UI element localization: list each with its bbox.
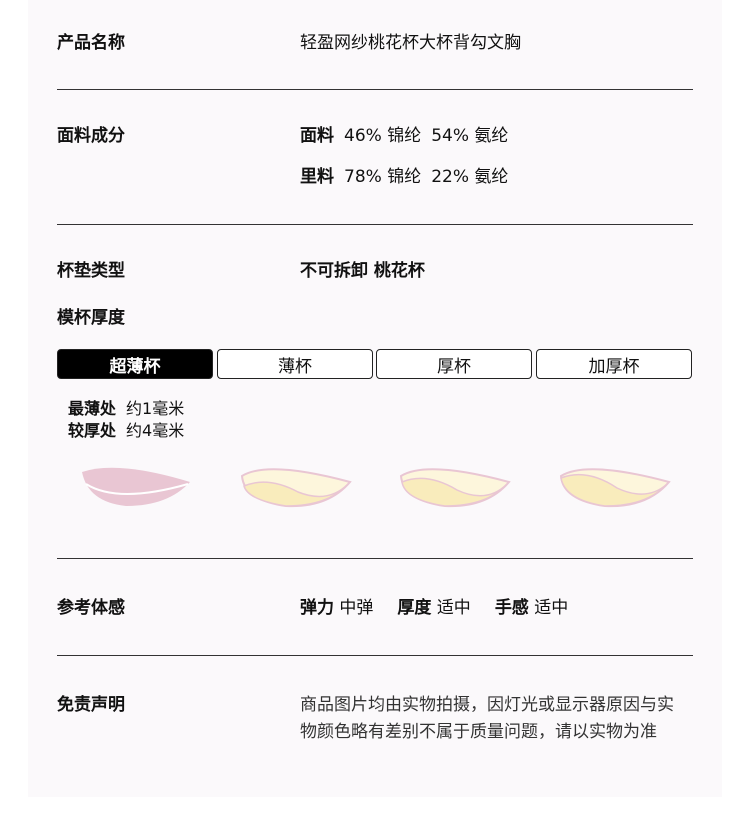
fabric-part: 面料: [300, 126, 334, 146]
feel-label: 参考体感: [57, 598, 125, 618]
tab-thin[interactable]: 薄杯: [217, 349, 373, 379]
thicker-label: 较厚处: [68, 421, 117, 440]
tab-ultra-thin[interactable]: 超薄杯: [57, 349, 213, 379]
lining-comp: 78% 锦纶: [344, 167, 422, 187]
fabric-label: 面料成分: [57, 126, 125, 146]
ultra-thin-cup-icon: [82, 467, 190, 506]
lining-comp: 22% 氨纶: [431, 167, 509, 187]
divider: [57, 224, 693, 225]
divider: [57, 558, 693, 559]
pad-type-label: 杯垫类型: [57, 261, 125, 281]
disclaimer-line: 商品图片均由实物拍摄，因灯光或显示器原因与实: [300, 695, 674, 715]
thicker-value: 约4毫米: [126, 421, 185, 440]
extra-thick-cup-icon: [559, 468, 671, 508]
tab-thick[interactable]: 厚杯: [376, 349, 532, 379]
disclaimer-label: 免责声明: [57, 695, 125, 715]
hand-feel-value: 适中: [534, 598, 569, 618]
fabric-comp: 54% 氨纶: [431, 126, 509, 146]
product-name-label: 产品名称: [57, 33, 125, 53]
thin-cup-icon: [240, 468, 352, 508]
product-name-value: 轻盈网纱桃花杯大杯背勾文胸: [300, 33, 521, 53]
thickness-label: 模杯厚度: [57, 308, 125, 328]
elasticity-value: 中弹: [339, 598, 374, 618]
spec-card: [28, 0, 722, 797]
disclaimer-line: 物颜色略有差别不属于质量问题，请以实物为准: [300, 722, 657, 742]
thinnest-label: 最薄处: [68, 399, 117, 418]
divider: [57, 655, 693, 656]
thinnest-row: 最薄处 约1毫米: [68, 399, 184, 419]
feel-values: 弹力 中弹 厚度 适中 手感 适中: [300, 598, 568, 618]
lining-part: 里料: [300, 167, 334, 187]
hand-feel-label: 手感: [494, 598, 529, 618]
elasticity-label: 弹力: [300, 598, 334, 618]
thickness-feel-label: 厚度: [397, 598, 432, 618]
thicker-row: 较厚处 约4毫米: [68, 421, 184, 441]
fabric-comp: 46% 锦纶: [344, 126, 422, 146]
lining-row: 里料 78% 锦纶 22% 氨纶: [300, 167, 508, 187]
thinnest-value: 约1毫米: [126, 399, 185, 418]
thick-cup-icon: [399, 468, 511, 508]
pad-type-value: 不可拆卸 桃花杯: [300, 261, 425, 281]
tab-extra-thick[interactable]: 加厚杯: [536, 349, 692, 379]
divider: [57, 89, 693, 90]
thickness-feel-value: 适中: [436, 598, 471, 618]
fabric-row: 面料 46% 锦纶 54% 氨纶: [300, 126, 508, 146]
